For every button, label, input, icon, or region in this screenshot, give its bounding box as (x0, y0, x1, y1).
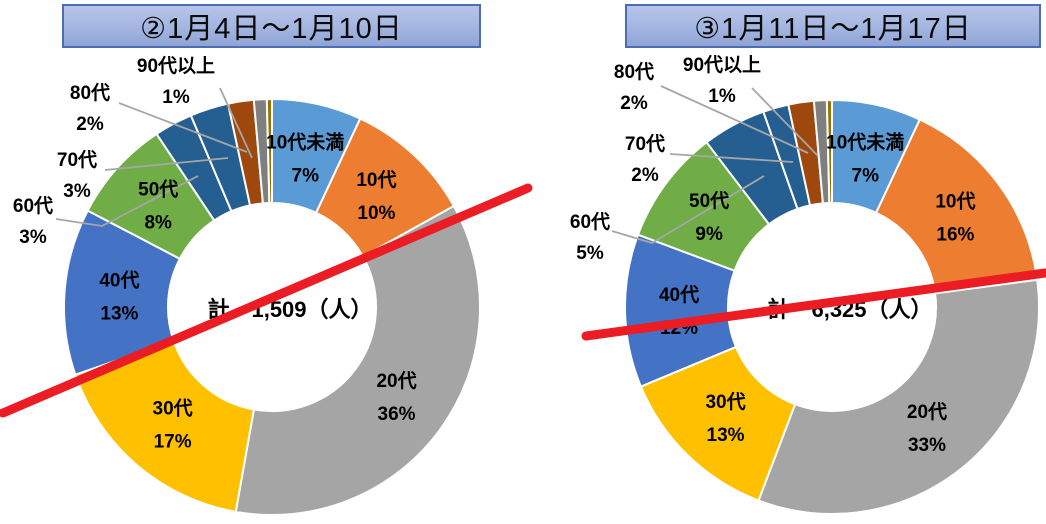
slice-pct-20代: 36% (378, 404, 416, 425)
slice-pct-80代: 2% (620, 93, 648, 114)
chart1-title: ②1月4日〜1月10日 (140, 13, 403, 45)
slice-label-90代以上: 90代以上 (137, 55, 215, 77)
slice-label-10代未満: 10代未満 (826, 131, 904, 154)
leader-line-60代 (611, 175, 765, 244)
donut-slice-20代 (234, 205, 481, 516)
leader-line-80代 (118, 102, 248, 153)
leader-line-90代以上 (219, 87, 253, 159)
chart1-title-banner: ②1月4日〜1月10日 (62, 4, 481, 48)
slice-pct-90代以上: 1% (162, 87, 190, 108)
slice-label-50代: 50代 (689, 190, 729, 212)
slice-label-60代: 60代 (570, 211, 610, 233)
slice-pct-50代: 8% (144, 213, 172, 234)
slice-pct-10代未満: 7% (292, 166, 320, 187)
chart2-title: ③1月11日〜1月17日 (694, 13, 972, 45)
slice-label-20代: 20代 (907, 401, 947, 423)
strike-line-1 (0, 183, 533, 418)
slice-pct-10代: 10% (357, 203, 395, 224)
donut-slice-40代 (63, 209, 181, 376)
donut-slice-unlabeled (825, 99, 833, 205)
slice-pct-30代: 13% (707, 425, 745, 446)
slice-label-40代: 40代 (99, 270, 139, 292)
leader-line-70代 (669, 153, 794, 163)
slice-pct-50代: 9% (695, 224, 723, 245)
donut-slice-30代 (639, 345, 797, 502)
slice-label-50代: 50代 (138, 179, 178, 201)
slice-pct-10代未満: 7% (852, 166, 880, 187)
slice-label-10代: 10代 (935, 191, 975, 213)
slice-label-10代: 10代 (356, 169, 396, 191)
leader-line-60代 (55, 175, 199, 227)
slice-label-80代: 80代 (614, 61, 654, 83)
slice-label-30代: 30代 (705, 391, 745, 413)
slice-label-90代以上: 90代以上 (683, 54, 761, 76)
slice-pct-30代: 17% (154, 431, 192, 452)
slice-pct-40代: 13% (100, 304, 138, 325)
slice-label-70代: 70代 (625, 133, 665, 155)
slice-pct-70代: 3% (63, 181, 91, 202)
donut-slice-unlabeled (265, 98, 273, 205)
slice-pct-60代: 3% (19, 227, 47, 248)
slice-pct-80代: 2% (76, 114, 104, 135)
strike-line-2 (581, 268, 1046, 341)
chart2-title-banner: ③1月11日〜1月17日 (625, 4, 1041, 48)
slice-label-80代: 80代 (70, 82, 110, 104)
slice-pct-60代: 5% (576, 243, 604, 264)
slice-pct-10代: 16% (936, 225, 974, 246)
slice-label-60代: 60代 (13, 195, 53, 217)
leader-line-90代以上 (751, 87, 819, 157)
slice-label-40代: 40代 (659, 284, 699, 306)
slice-label-20代: 20代 (376, 370, 416, 392)
slice-pct-90代以上: 1% (708, 86, 736, 107)
leader-line-80代 (660, 85, 809, 154)
donut-slice-20代 (757, 278, 1040, 515)
slice-pct-20代: 33% (908, 435, 946, 456)
slice-label-70代: 70代 (57, 149, 97, 171)
leader-line-70代 (104, 157, 229, 171)
slice-label-10代未満: 10代未満 (266, 131, 344, 154)
slice-label-30代: 30代 (153, 397, 193, 419)
slice-pct-70代: 2% (631, 165, 659, 186)
